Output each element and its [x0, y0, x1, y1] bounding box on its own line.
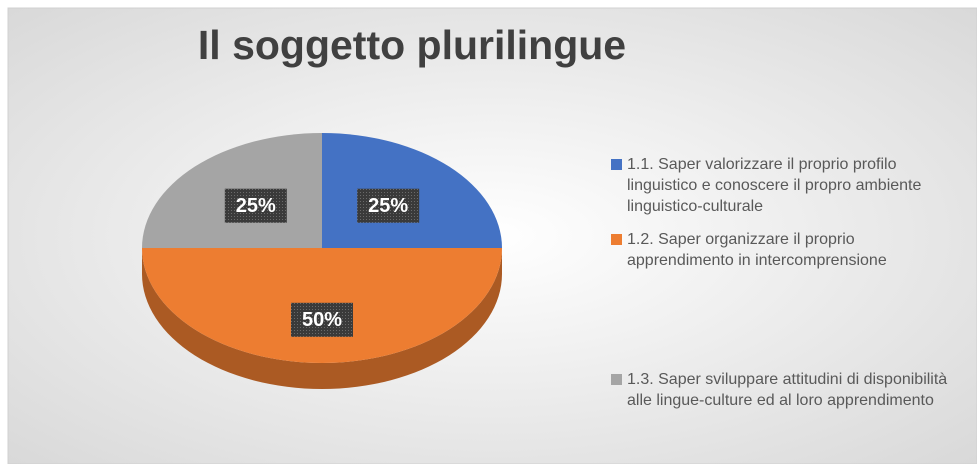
legend-label: 1.2. Saper organizzare il proprio appren… — [627, 231, 887, 269]
legend-swatch — [611, 234, 622, 245]
data-label: 50% — [302, 309, 342, 331]
legend-item: 1.1. Saper valorizzare il proprio profil… — [611, 154, 961, 217]
legend-item: 1.3. Saper sviluppare attitudini di disp… — [611, 369, 961, 411]
data-label-box — [291, 302, 353, 337]
legend-label: 1.3. Saper sviluppare attitudini di disp… — [627, 371, 948, 409]
chart-title: Il soggetto plurilingue — [198, 22, 626, 68]
data-label: 25% — [368, 195, 408, 217]
legend-swatch — [611, 374, 622, 385]
data-label-box — [224, 188, 287, 223]
slice-side — [142, 248, 502, 389]
legend-label: 1.1. Saper valorizzare il proprio profil… — [627, 156, 922, 215]
data-label: 25% — [236, 195, 276, 217]
legend-swatch — [611, 159, 622, 170]
data-label-box — [357, 188, 420, 223]
legend-item: 1.2. Saper organizzare il proprio appren… — [611, 229, 961, 271]
